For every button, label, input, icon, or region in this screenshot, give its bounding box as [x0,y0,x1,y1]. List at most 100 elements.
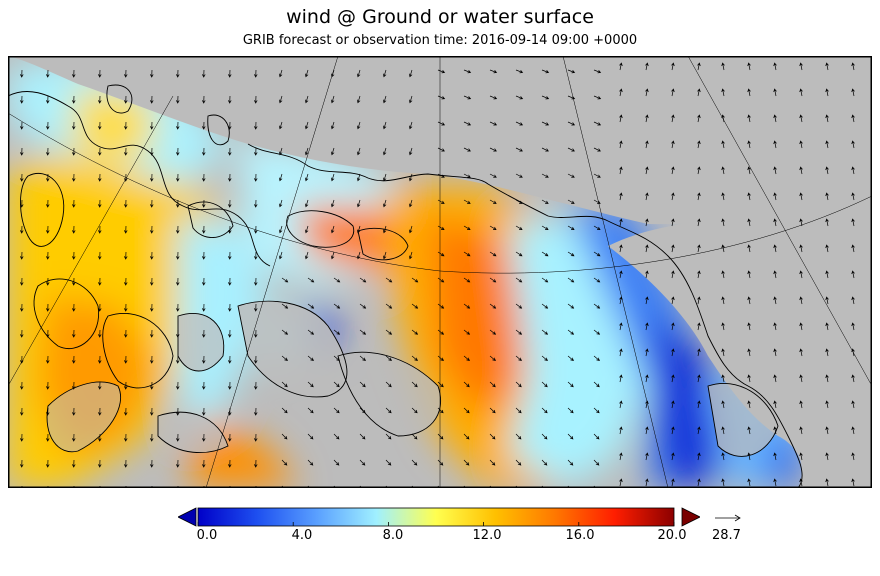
wind-vector [149,433,154,442]
wind-vector [645,192,649,201]
wind-vector [773,400,777,409]
colorbar-tick-label: 20.0 [657,528,687,543]
wind-vector [437,95,446,100]
wind-vector [697,88,701,97]
wind-vector [541,199,549,204]
wind-vector [463,147,471,152]
wind-vector [304,95,309,104]
wind-vector [463,251,471,257]
wind-vector [515,303,523,309]
wind-vector [799,322,803,331]
wind-vector [253,121,258,130]
wind-vector [437,329,445,335]
wind-vector [593,95,602,100]
wind-vector [304,69,309,78]
wind-vector [721,400,725,409]
wind-vector [201,459,206,468]
wind-vector [304,225,309,234]
reference-vector-label: 28.7 [712,528,741,543]
wind-vector [645,348,649,357]
wind-vector [45,277,50,286]
wind-vector [97,303,102,312]
wind-vector [333,381,340,388]
wind-vector [19,95,24,104]
wind-vector [304,121,309,130]
wind-vector [45,225,50,234]
wind-vector [411,459,418,466]
wind-vector [721,166,725,175]
wind-vector [437,355,444,361]
wind-vector [721,296,725,305]
wind-vector [773,140,777,149]
wind-vector [359,459,366,466]
wind-vector [227,459,232,468]
wind-vector [825,244,829,253]
wind-vector [851,348,855,357]
wind-vector [437,303,445,309]
wind-vector [567,121,576,126]
wind-vector [747,296,751,305]
wind-vector [619,322,623,331]
wind-vector [645,374,649,383]
wind-vector [851,400,855,409]
wind-vector [619,192,623,201]
wind-vector [408,147,413,156]
wind-vector [515,433,522,440]
wind-vector [307,355,314,361]
wind-vector [408,95,413,104]
wind-vector [201,277,206,286]
wind-vector [773,88,777,97]
wind-vector [175,303,180,312]
wind-vector [671,244,675,253]
wind-vector [19,381,24,390]
wind-map [8,56,872,488]
wind-vector [567,173,575,178]
wind-vector [773,452,777,461]
wind-vector [97,355,102,364]
wind-vector [593,355,600,361]
wind-vector [541,459,548,466]
wind-vector [489,251,497,257]
wind-vector [593,199,601,204]
wind-vector [71,225,76,234]
wind-vector [123,303,128,312]
wind-vector [697,192,701,201]
wind-vector [515,95,524,100]
wind-vector [227,199,232,208]
wind-vector [227,277,232,286]
wind-vector [45,251,50,260]
wind-vector [408,121,413,130]
wind-vector [307,303,315,309]
wind-vector [541,355,548,361]
wind-vector [619,374,623,383]
wind-vector [515,251,523,257]
wind-vector [619,244,623,253]
wind-vector [356,251,361,260]
wind-vector [515,199,523,204]
wind-vector [541,277,549,283]
wind-vector [489,355,496,361]
wind-vector [773,270,777,279]
wind-vector [671,348,675,357]
wind-vector [645,400,649,409]
wind-vector [45,459,50,468]
wind-vector [201,69,206,78]
wind-vector [281,459,288,466]
wind-vector [773,322,777,331]
wind-vector [593,173,601,178]
colorbar-under-arrow [178,507,197,527]
wind-vector [671,140,675,149]
wind-vector [123,355,128,364]
colorbar-tick-label: 4.0 [291,528,313,543]
wind-vector [773,192,777,201]
wind-vector [463,303,471,309]
wind-vector [721,374,725,383]
wind-vector [825,114,829,123]
wind-vector [697,322,701,331]
wind-vector [489,433,496,440]
wind-vector [411,303,419,309]
wind-vector [175,173,180,182]
wind-vector [278,173,283,182]
wind-vector [45,69,50,78]
wind-vector [619,218,623,227]
